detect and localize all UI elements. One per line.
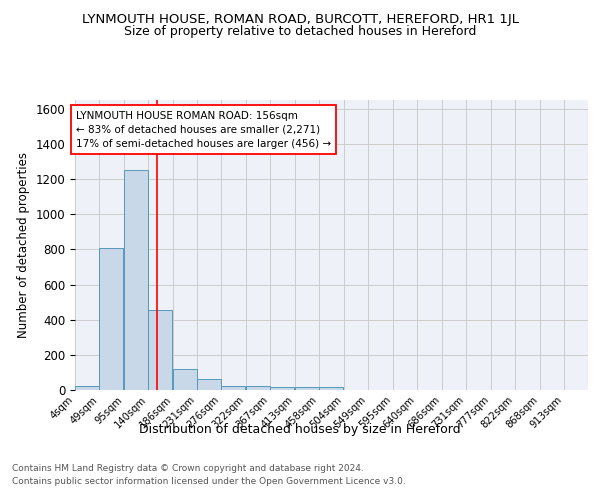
Bar	[75, 386, 99, 390]
Bar	[99, 248, 123, 390]
Text: Distribution of detached houses by size in Hereford: Distribution of detached houses by size …	[139, 422, 461, 436]
Bar	[270, 388, 294, 390]
Bar	[197, 380, 221, 390]
Text: Contains public sector information licensed under the Open Government Licence v3: Contains public sector information licen…	[12, 478, 406, 486]
Bar	[124, 170, 148, 390]
Bar	[319, 388, 343, 390]
Y-axis label: Number of detached properties: Number of detached properties	[17, 152, 30, 338]
Text: Contains HM Land Registry data © Crown copyright and database right 2024.: Contains HM Land Registry data © Crown c…	[12, 464, 364, 473]
Bar	[221, 386, 245, 390]
Text: LYNMOUTH HOUSE, ROMAN ROAD, BURCOTT, HEREFORD, HR1 1JL: LYNMOUTH HOUSE, ROMAN ROAD, BURCOTT, HER…	[82, 12, 518, 26]
Bar	[246, 386, 270, 390]
Bar	[173, 369, 197, 390]
Text: LYNMOUTH HOUSE ROMAN ROAD: 156sqm
← 83% of detached houses are smaller (2,271)
1: LYNMOUTH HOUSE ROMAN ROAD: 156sqm ← 83% …	[76, 110, 331, 148]
Text: Size of property relative to detached houses in Hereford: Size of property relative to detached ho…	[124, 25, 476, 38]
Bar	[295, 388, 319, 390]
Bar	[148, 310, 172, 390]
